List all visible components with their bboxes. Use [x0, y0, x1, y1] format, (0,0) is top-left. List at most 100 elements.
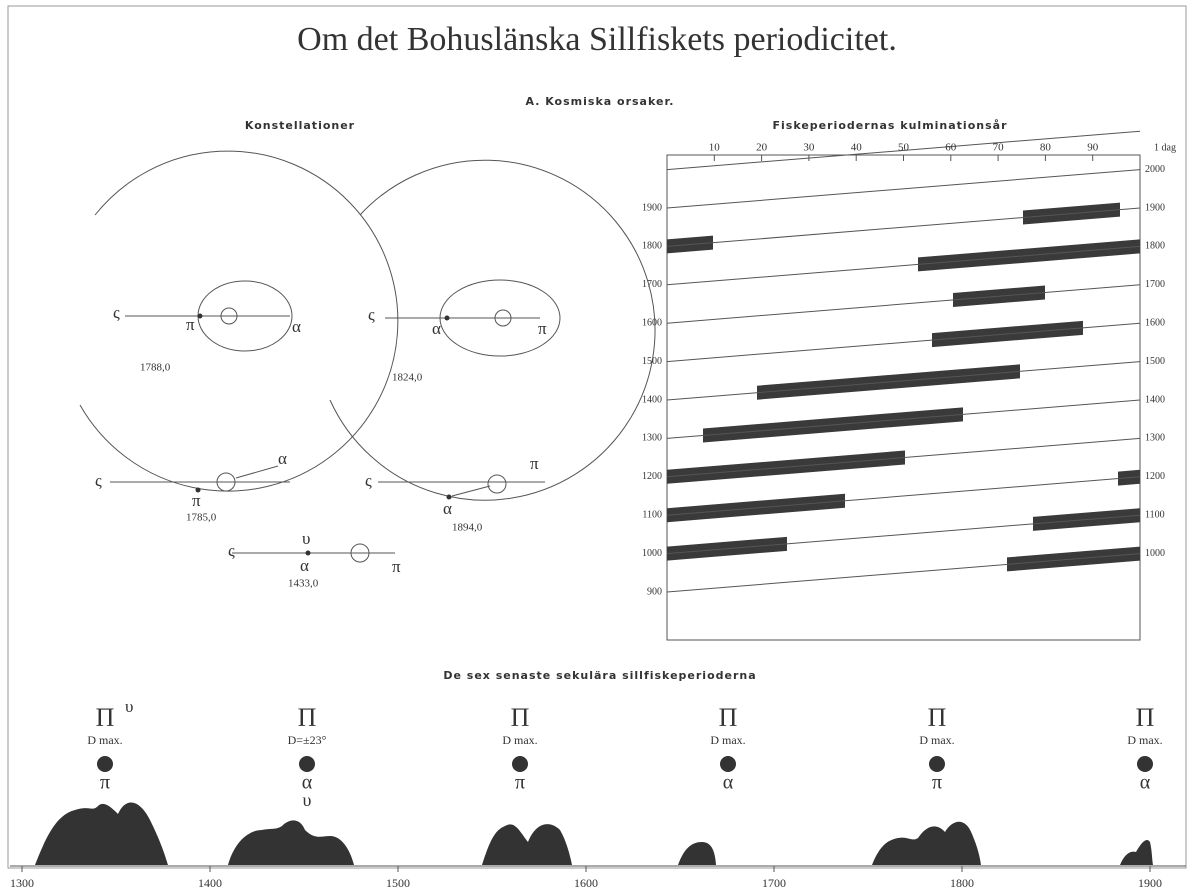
symbol: ς [365, 471, 372, 490]
symbol: α [292, 317, 301, 336]
period-body: π [100, 772, 110, 794]
top-tick-label: 40 [851, 142, 863, 154]
diagonal-line [667, 515, 1140, 553]
symbol: ς [113, 303, 120, 322]
symbol: π [538, 319, 547, 338]
left-tick-label: 1600 [642, 317, 662, 328]
axis-label: 1300 [10, 876, 34, 890]
period-body: α [1140, 772, 1151, 794]
period-symbol: Π [928, 703, 947, 732]
periods-title: De sex senaste sekulära sillfiskeperiode… [443, 669, 756, 682]
diagonal-line [667, 323, 1140, 361]
period-dot [929, 756, 945, 772]
symbol: π [530, 454, 539, 473]
constellation-drawings [80, 151, 655, 562]
top-tick-label: 10 [709, 142, 721, 154]
top-tick-label: 50 [898, 142, 910, 154]
silhouettes [35, 803, 1153, 865]
axis-label: 1700 [762, 876, 786, 890]
right-tick-label: 1600 [1145, 317, 1165, 328]
constellations-title: Konstellationer [245, 119, 355, 132]
top-tick-label: 20 [756, 142, 768, 154]
right-tick-label: 1400 [1145, 394, 1165, 405]
right-tick-label: 1500 [1145, 356, 1165, 367]
axis-label: 1600 [574, 876, 598, 890]
top-tick-label: 60 [945, 142, 957, 154]
left-tick-label: 1400 [642, 394, 662, 405]
axis-label: 1900 [1138, 876, 1162, 890]
right-tick-label: 1800 [1145, 241, 1165, 252]
year: 1785,0 [186, 512, 217, 524]
diagonal-line [667, 400, 1140, 438]
period-symbol: Π [511, 703, 530, 732]
left-tick-label: 1000 [642, 548, 662, 559]
left-tick-label: 1800 [642, 241, 662, 252]
top-tick-label: 30 [803, 142, 815, 154]
top-unit: 1 dag [1154, 142, 1176, 153]
period-dot [512, 756, 528, 772]
period-extra: υ [303, 790, 312, 810]
period-symbol: Π [96, 703, 115, 732]
symbol: ς [368, 305, 375, 324]
symbol: α [432, 319, 441, 338]
period-label: D max. [502, 733, 537, 747]
axis-label: 1800 [950, 876, 974, 890]
period-body: π [932, 772, 942, 794]
year: 1788,0 [140, 362, 171, 374]
period-dot [97, 756, 113, 772]
period-dot [299, 756, 315, 772]
period-label: D=±23° [288, 733, 327, 747]
period-dot [720, 756, 736, 772]
right-tick-label: 1000 [1145, 548, 1165, 559]
period-label: D max. [1127, 733, 1162, 747]
diagonal-line [667, 362, 1140, 400]
diagonal-line [667, 246, 1140, 284]
period-symbol: Π [719, 703, 738, 732]
right-tick-label: 1100 [1145, 509, 1165, 520]
symbol: π [186, 315, 195, 334]
left-tick-label: 1100 [642, 509, 662, 520]
symbol: υ [302, 529, 310, 548]
year: 1894,0 [452, 522, 483, 534]
diagonal-line [667, 477, 1140, 515]
top-tick-label: 70 [993, 142, 1005, 154]
symbol: α [278, 449, 287, 468]
top-tick-label: 80 [1040, 142, 1052, 154]
top-tick-label: 90 [1087, 142, 1099, 154]
symbol: α [443, 499, 452, 518]
constellation-symbols: ς π α 1788,0 ς α π 1824,0 ς π α 1785,0 ς… [95, 303, 547, 590]
symbol: ς [95, 471, 102, 490]
frame [8, 6, 1186, 868]
axis-label: 1500 [386, 876, 410, 890]
right-tick-label: 1900 [1145, 202, 1165, 213]
year: 1824,0 [392, 372, 423, 384]
left-tick-label: 1500 [642, 356, 662, 367]
diagonal-line [667, 285, 1140, 323]
diagonal-line [667, 438, 1140, 476]
symbol: α [300, 556, 309, 575]
plate: Om det Bohuslänska Sillfiskets periodici… [0, 0, 1194, 896]
grid-frame [667, 155, 1140, 640]
period-symbol: Π [1136, 703, 1155, 732]
left-tick-label: 1700 [642, 279, 662, 290]
symbol: ς [228, 541, 235, 560]
period-label: D max. [87, 733, 122, 747]
left-tick-label: 1200 [642, 471, 662, 482]
right-tick-label: 1300 [1145, 433, 1165, 444]
title: Om det Bohuslänska Sillfiskets periodici… [297, 21, 897, 58]
period-dot [1137, 756, 1153, 772]
period-sup: υ [125, 697, 133, 716]
period-label: D max. [710, 733, 745, 747]
period-symbol: Π [298, 703, 317, 732]
symbol: π [192, 491, 201, 510]
right-tick-label: 2000 [1145, 164, 1165, 175]
symbol: π [392, 557, 401, 576]
axis-label: 1400 [198, 876, 222, 890]
diagonal-line [667, 170, 1140, 208]
right-tick-label: 1700 [1145, 279, 1165, 290]
diagonal-line [667, 554, 1140, 592]
left-tick-label: 900 [647, 586, 662, 597]
period-body: α [723, 772, 734, 794]
diagonal-line [667, 208, 1140, 246]
